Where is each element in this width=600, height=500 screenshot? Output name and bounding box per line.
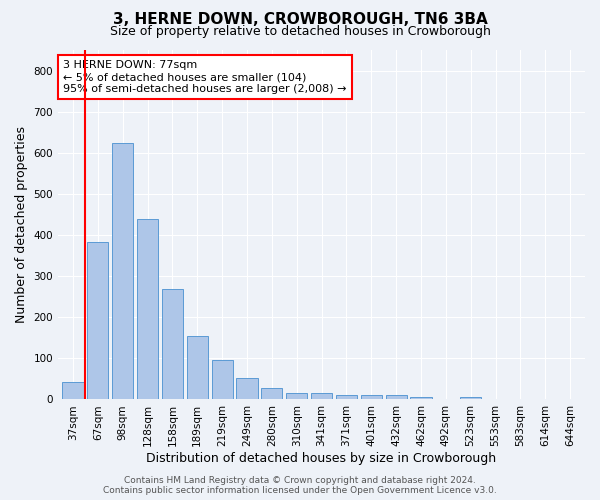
Text: Size of property relative to detached houses in Crowborough: Size of property relative to detached ho…	[110, 25, 490, 38]
Bar	[286, 394, 307, 400]
Text: 3, HERNE DOWN, CROWBOROUGH, TN6 3BA: 3, HERNE DOWN, CROWBOROUGH, TN6 3BA	[113, 12, 487, 28]
Bar	[162, 290, 183, 400]
Y-axis label: Number of detached properties: Number of detached properties	[15, 126, 28, 323]
Bar	[410, 398, 431, 400]
Bar	[311, 394, 332, 400]
Bar	[137, 220, 158, 400]
Bar	[187, 336, 208, 400]
Bar	[236, 378, 257, 400]
Text: Contains HM Land Registry data © Crown copyright and database right 2024.
Contai: Contains HM Land Registry data © Crown c…	[103, 476, 497, 495]
Bar	[386, 396, 407, 400]
Bar	[112, 142, 133, 400]
Bar	[261, 388, 283, 400]
Text: 3 HERNE DOWN: 77sqm
← 5% of detached houses are smaller (104)
95% of semi-detach: 3 HERNE DOWN: 77sqm ← 5% of detached hou…	[64, 60, 347, 94]
Bar	[62, 382, 83, 400]
Bar	[361, 396, 382, 400]
Bar	[460, 398, 481, 400]
X-axis label: Distribution of detached houses by size in Crowborough: Distribution of detached houses by size …	[146, 452, 497, 465]
Bar	[87, 242, 109, 400]
Bar	[212, 360, 233, 400]
Bar	[336, 396, 357, 400]
